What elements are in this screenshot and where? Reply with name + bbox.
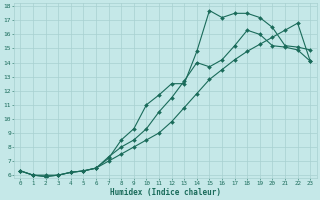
X-axis label: Humidex (Indice chaleur): Humidex (Indice chaleur) xyxy=(110,188,221,197)
